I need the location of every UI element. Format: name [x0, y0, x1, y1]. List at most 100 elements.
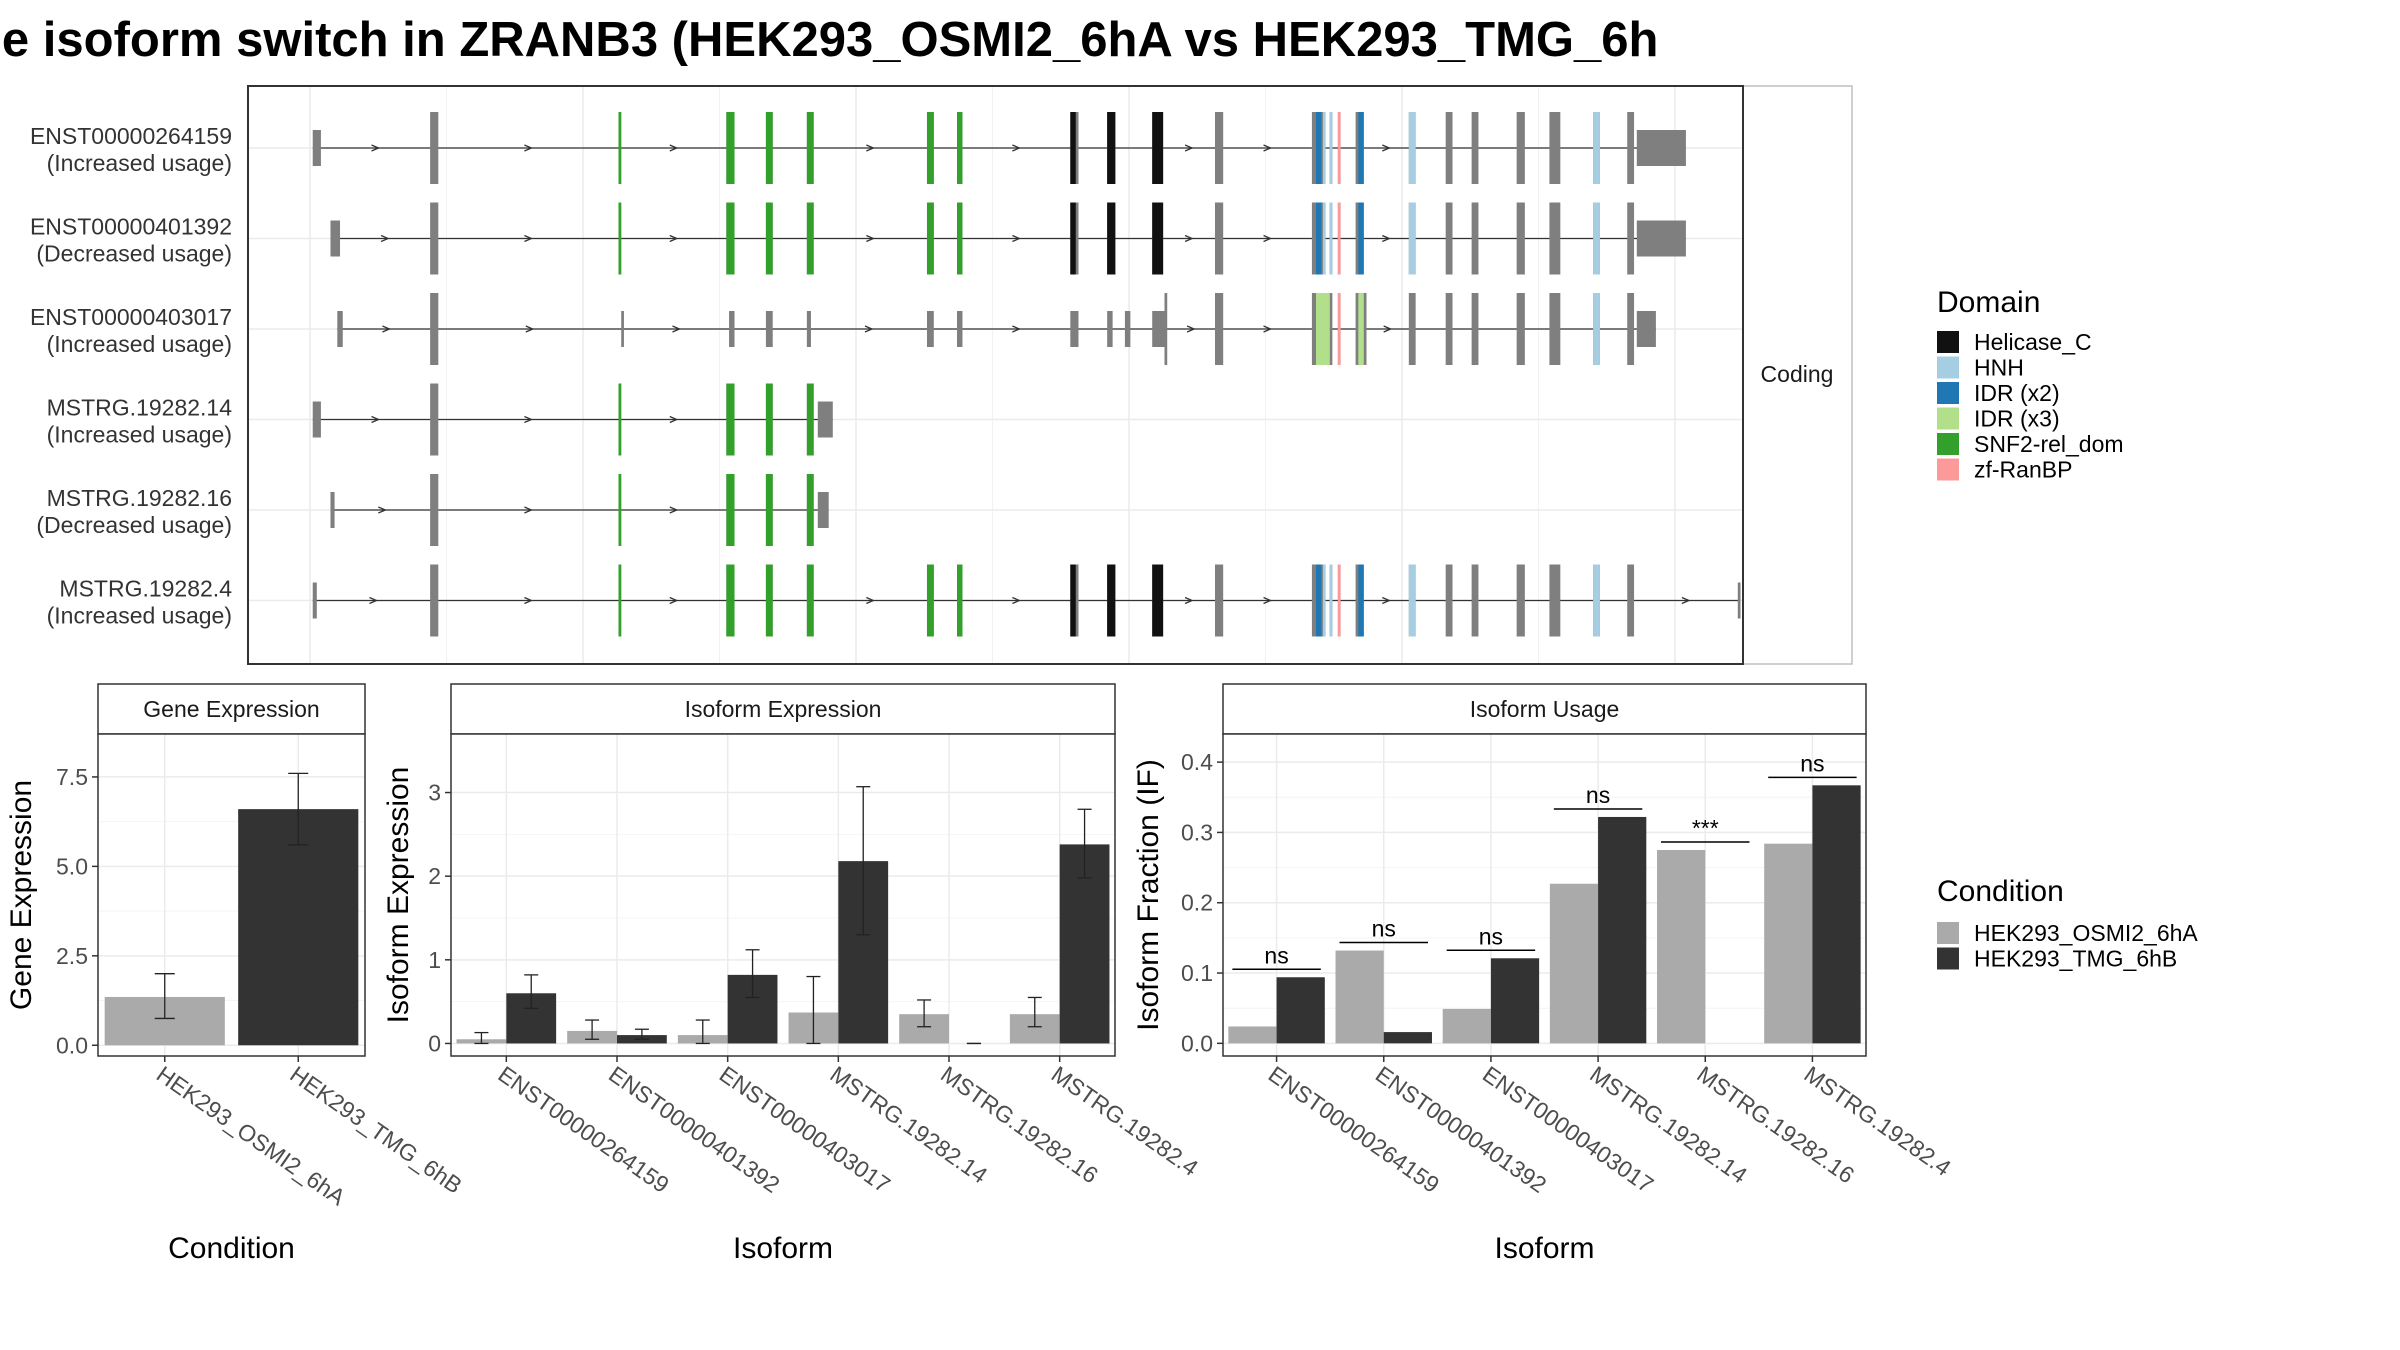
domain-helicase-c: [1107, 202, 1116, 275]
bar: [238, 809, 359, 1046]
coding-exon: [1627, 293, 1635, 365]
panel-border: [1222, 733, 1867, 1057]
coding-exon: [1627, 564, 1635, 637]
strand-arrow: [1012, 596, 1022, 605]
domain-snf2-rel-dom: [618, 202, 622, 275]
transcript-structures: [312, 112, 1741, 637]
domain-idr-x2-: [1358, 112, 1364, 184]
panel-strip-label: Isoform Expression: [685, 696, 882, 722]
utr-exon: [806, 311, 811, 347]
domain-legend-label: SNF2-rel_dom: [1974, 431, 2124, 457]
strand-arrow: [866, 596, 875, 605]
domain-legend-label: HNH: [1974, 355, 2024, 381]
domain-zf-ranbp: [1337, 564, 1341, 637]
condition-legend-label: HEK293_TMG_6hB: [1974, 946, 2177, 972]
coding-exon: [1471, 564, 1479, 637]
strand-arrow: [669, 415, 679, 424]
coding-exon: [1214, 293, 1224, 365]
coding-exon: [1408, 293, 1416, 365]
panel-border: [450, 733, 1116, 1057]
utr-exon: [312, 582, 317, 619]
domain-hnh: [1593, 202, 1600, 275]
panel-strip-label: Gene Expression: [143, 696, 319, 722]
utr-exon: [621, 311, 624, 347]
domain-snf2-rel-dom: [726, 564, 735, 637]
x-tick-label: ENST00000403017: [1478, 1061, 1658, 1198]
utr-exon: [1636, 130, 1686, 166]
panel-border: [97, 733, 366, 1057]
coding-exon: [430, 474, 439, 546]
transcript-row: [330, 202, 1686, 275]
bar: [1657, 850, 1706, 1044]
domain-hnh: [1322, 112, 1326, 184]
strand-arrow: [1382, 596, 1391, 605]
domain-hnh: [1322, 202, 1326, 275]
strand-arrow: [380, 234, 390, 243]
condition-legend-key: [1937, 922, 1959, 944]
domain-snf2-rel-dom: [957, 202, 963, 275]
transcript-name: ENST00000401392: [30, 214, 232, 240]
domain-hnh: [1593, 564, 1600, 637]
strand-arrow: [864, 325, 874, 333]
panel-background: [1223, 734, 1866, 1056]
coding-exon: [1445, 112, 1453, 184]
structure-panel-border: [247, 85, 1744, 665]
strand-arrow: [382, 325, 392, 333]
strand-arrow: [525, 325, 535, 333]
coding-exon: [1516, 293, 1525, 365]
domain-legend-key: [1937, 458, 1959, 481]
domain-snf2-rel-dom: [806, 564, 814, 637]
transcript-usage: (Decreased usage): [36, 241, 232, 267]
significance-label: ns: [1479, 923, 1503, 949]
domain-snf2-rel-dom: [726, 474, 735, 546]
strand-arrow: [1184, 144, 1194, 152]
coding-exon: [1516, 112, 1525, 184]
strand-arrow: [1263, 325, 1273, 333]
isoform-usage-panel: Isoform Usage ns ns ns ns *** ns 0.0 0.1 0.2 0.3 0.…: [1132, 683, 1956, 1265]
strand-arrow: [1012, 234, 1022, 243]
coding-exon: [430, 112, 439, 184]
condition-legend-title: Condition: [1937, 875, 2064, 908]
domain-snf2-rel-dom: [926, 112, 934, 184]
coding-exon: [1214, 112, 1224, 184]
coding-exon: [1214, 564, 1224, 637]
domain-hnh: [1408, 202, 1416, 275]
coding-exon: [1471, 293, 1479, 365]
coding-exon: [1549, 293, 1561, 365]
coding-exon: [1627, 112, 1635, 184]
domain-hnh: [1322, 564, 1326, 637]
panel-strip: [450, 683, 1116, 735]
utr-exon: [1152, 311, 1165, 347]
bar: [1228, 1026, 1277, 1044]
domain-snf2-rel-dom: [765, 112, 773, 184]
utr-exon: [926, 311, 934, 347]
coding-exon: [1445, 293, 1453, 365]
domain-legend-key: [1937, 382, 1959, 404]
y-tick-label: 0.2: [1181, 890, 1213, 916]
domain-snf2-rel-dom: [926, 202, 934, 275]
coding-exon: [430, 383, 439, 456]
coding-exon: [1549, 564, 1561, 637]
transcript-name: MSTRG.19282.14: [47, 395, 233, 421]
domain-snf2-rel-dom: [926, 564, 934, 637]
domain-hnh: [1408, 112, 1416, 184]
coding-exon: [1445, 564, 1453, 637]
coding-exon: [430, 564, 439, 637]
domain-idr-x2-: [1316, 202, 1322, 275]
domain-idr-x2-: [1316, 112, 1322, 184]
utr-exon: [1124, 311, 1131, 347]
domain-legend-key: [1937, 407, 1959, 430]
domain-legend-label: Helicase_C: [1974, 329, 2092, 355]
domain-zf-ranbp: [1337, 112, 1341, 184]
domain-snf2-rel-dom: [806, 112, 814, 184]
panel-strip-label: Isoform Usage: [1470, 696, 1620, 722]
bar: [1598, 816, 1647, 1044]
domain-idr-x2-: [1358, 564, 1364, 637]
condition-legend-key: [1937, 947, 1959, 970]
domain-snf2-rel-dom: [806, 383, 814, 456]
significance-label: ns: [1800, 750, 1824, 776]
y-tick-label: 3: [428, 780, 441, 806]
domain-helicase-c: [1152, 564, 1164, 637]
domain-idr-x2-: [1358, 202, 1364, 275]
